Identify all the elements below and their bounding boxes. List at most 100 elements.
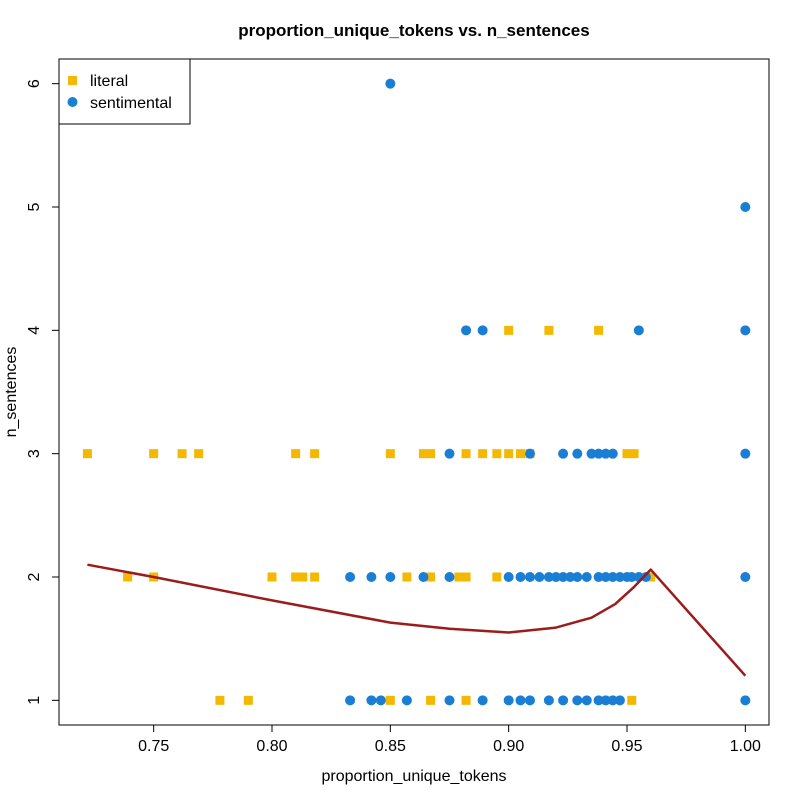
data-point-literal [544, 325, 554, 335]
x-tick-label: 0.95 [611, 738, 642, 755]
plot-frame [58, 58, 770, 726]
trend-layer [87, 563, 747, 677]
data-point-sentimental [558, 448, 569, 459]
data-point-sentimental [543, 695, 554, 706]
x-tick-label: 1.00 [730, 738, 761, 755]
data-point-literal [177, 449, 187, 459]
data-point-literal [627, 695, 637, 705]
data-point-literal [426, 449, 436, 459]
data-point-sentimental [477, 695, 488, 706]
data-point-literal [267, 572, 277, 582]
data-point-sentimental [572, 695, 583, 706]
data-point-sentimental [581, 572, 592, 582]
data-point-literal [194, 449, 204, 459]
data-point-literal [243, 695, 253, 705]
data-point-sentimental [572, 572, 583, 582]
x-axis: 0.75 0.80 0.85 0.90 0.95 1.00 [138, 725, 761, 755]
data-point-literal [402, 572, 412, 582]
data-point-sentimental [524, 448, 535, 459]
data-point-literal [461, 449, 471, 459]
data-point-sentimental [385, 78, 396, 89]
y-tick-label: 2 [26, 572, 43, 581]
data-point-sentimental [640, 572, 651, 582]
data-point-sentimental [534, 572, 545, 582]
legend-label-sentimental: sentimental [90, 95, 172, 112]
x-tick-label: 0.80 [256, 738, 287, 755]
data-point-literal [149, 449, 159, 459]
data-point-literal [291, 449, 301, 459]
data-point-literal [622, 449, 632, 459]
data-point-sentimental [503, 572, 514, 582]
data-point-sentimental [418, 572, 429, 582]
data-point-sentimental [401, 695, 412, 706]
data-point-literal [291, 572, 301, 582]
data-point-sentimental [477, 325, 488, 336]
data-point-sentimental [558, 695, 569, 706]
data-point-sentimental [543, 572, 554, 582]
data-point-sentimental [740, 572, 751, 582]
y-tick-label: 1 [26, 696, 43, 705]
data-point-literal [594, 325, 604, 335]
data-point-sentimental [593, 448, 604, 459]
data-point-literal [215, 695, 225, 705]
data-point-sentimental [558, 572, 569, 582]
data-point-sentimental [345, 572, 356, 582]
x-tick-label: 0.85 [375, 738, 406, 755]
legend-marker-literal [68, 76, 77, 85]
data-point-sentimental [503, 695, 514, 706]
data-point-sentimental [626, 572, 637, 582]
data-point-sentimental [366, 572, 377, 582]
series-sentimental [345, 78, 751, 706]
data-point-sentimental [515, 572, 526, 582]
data-point-literal [385, 695, 395, 705]
data-point-sentimental [444, 448, 455, 459]
data-point-sentimental [600, 572, 611, 582]
data-point-literal [478, 449, 488, 459]
trend-line [87, 563, 747, 677]
data-point-sentimental [600, 695, 611, 706]
data-point-sentimental [461, 325, 472, 336]
data-point-sentimental [524, 695, 535, 706]
series-literal [82, 325, 656, 705]
data-point-sentimental [607, 695, 618, 706]
data-point-sentimental [444, 695, 455, 706]
data-point-sentimental [565, 572, 576, 582]
data-point-sentimental [581, 695, 592, 706]
data-point-literal [504, 449, 514, 459]
data-point-literal [492, 449, 502, 459]
points-layer [82, 78, 751, 706]
data-point-literal [310, 572, 320, 582]
data-point-sentimental [600, 448, 611, 459]
data-point-sentimental [551, 572, 561, 582]
data-point-sentimental [740, 448, 751, 459]
data-point-literal [426, 695, 436, 705]
legend: literal sentimental [58, 58, 191, 125]
data-point-sentimental [607, 572, 618, 582]
x-axis-label: proportion_unique_tokens [321, 768, 506, 785]
y-tick-label: 4 [26, 326, 43, 335]
data-point-literal [82, 449, 92, 459]
data-point-sentimental [375, 695, 386, 706]
y-tick-label: 5 [26, 202, 43, 211]
y-axis: 1 2 3 4 5 6 [26, 79, 59, 705]
data-point-sentimental [740, 202, 751, 212]
data-point-sentimental [607, 448, 618, 459]
data-point-sentimental [633, 325, 644, 336]
legend-label-literal: literal [90, 73, 128, 90]
data-point-sentimental [515, 695, 526, 706]
data-point-sentimental [593, 695, 604, 706]
data-point-literal [461, 572, 471, 582]
data-point-sentimental [444, 572, 455, 582]
chart-title: proportion_unique_tokens vs. n_sentences [238, 21, 589, 40]
x-tick-label: 0.75 [138, 738, 169, 755]
data-point-literal [492, 572, 502, 582]
data-point-sentimental [614, 572, 625, 582]
data-point-sentimental [586, 448, 597, 459]
data-point-literal [298, 572, 308, 582]
data-point-literal [310, 449, 320, 459]
data-point-literal [385, 449, 395, 459]
data-point-sentimental [366, 695, 377, 706]
legend-marker-sentimental [67, 97, 78, 107]
x-tick-label: 0.90 [493, 738, 524, 755]
